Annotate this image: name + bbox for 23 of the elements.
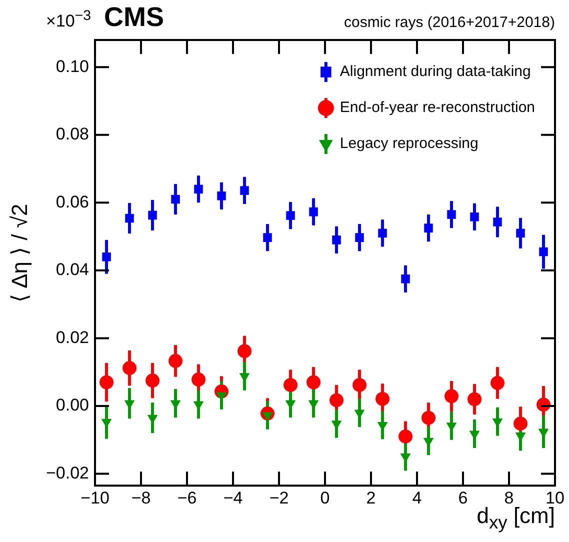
chart-title: CMS	[104, 2, 164, 33]
chart-subtitle: cosmic rays (2016+2017+2018)	[344, 14, 555, 31]
legend-label: End-of-year re-reconstruction	[340, 99, 536, 116]
x-tick-label: 0	[320, 488, 330, 508]
y-tick-label: 0.00	[56, 396, 90, 415]
x-tick-label: 4	[412, 488, 422, 508]
x-tick-label: −4	[223, 488, 243, 508]
text: ×10$^{−3}$	[46, 8, 91, 32]
x-tick-label: −6	[177, 488, 197, 508]
legend-label: Alignment during data-taking	[340, 63, 531, 80]
y-tick-label: −0.02	[46, 463, 90, 482]
legend-label: Legacy reprocessing	[340, 135, 478, 152]
x-tick-label: −8	[131, 488, 151, 508]
y-axis-title: ⟨ Δη ⟩ / √2	[7, 204, 33, 302]
y-tick-label: 0.06	[56, 192, 90, 212]
x-tick-label: 6	[458, 488, 468, 508]
y-tick-label: 0.08	[56, 124, 90, 144]
x-tick-label: 2	[366, 488, 376, 508]
x-tick-label: −10	[80, 488, 110, 508]
y-tick-label: 0.10	[56, 56, 90, 76]
x-tick-label: −2	[269, 488, 289, 508]
y-tick-label: 0.04	[56, 260, 90, 280]
y-tick-label: 0.02	[56, 328, 90, 347]
